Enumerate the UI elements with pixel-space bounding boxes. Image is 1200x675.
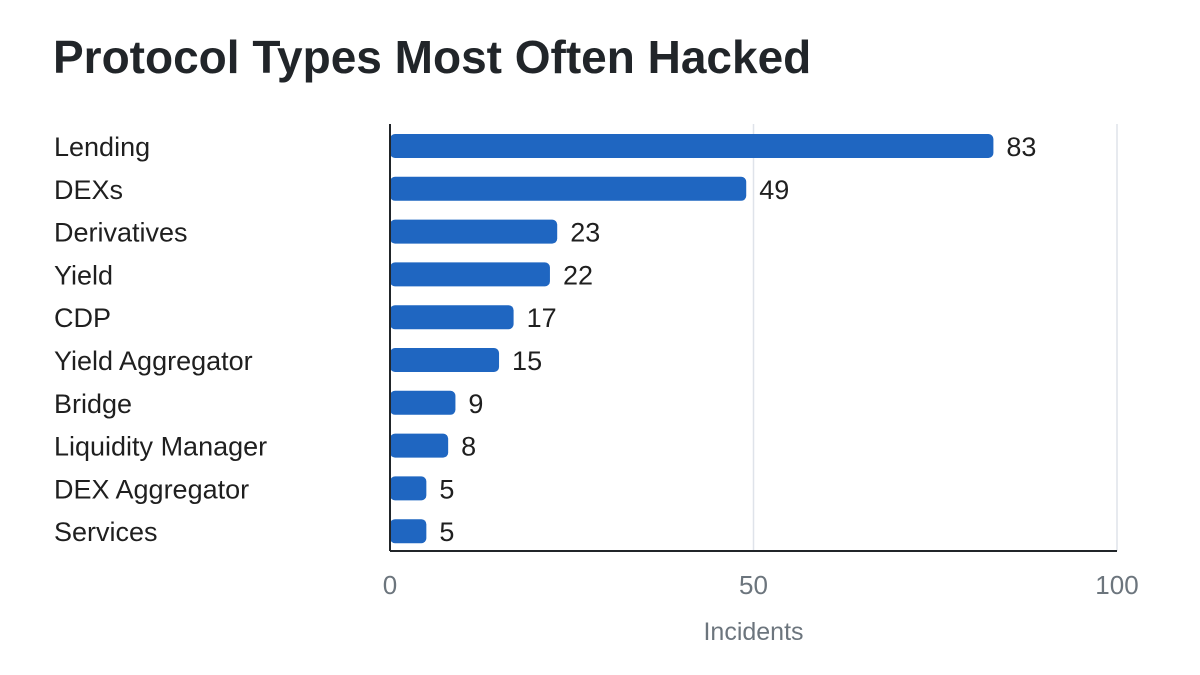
value-label: 49: [759, 175, 789, 205]
bar: [390, 433, 449, 458]
category-label: Bridge: [54, 389, 132, 419]
value-label: 9: [468, 389, 483, 419]
value-label: 5: [439, 474, 454, 504]
category-label: Derivatives: [54, 218, 188, 248]
bar: [390, 519, 427, 544]
bar: [390, 134, 994, 158]
category-label: CDP: [54, 303, 111, 333]
x-axis-title: Incidents: [703, 618, 803, 646]
value-label: 17: [527, 303, 557, 333]
chart-title: Protocol Types Most Often Hacked: [53, 31, 812, 83]
value-label: 22: [563, 260, 593, 290]
bar: [390, 390, 456, 415]
bars: [390, 134, 994, 544]
gridlines: [752, 124, 1118, 551]
bar: [390, 219, 558, 244]
bar: [390, 176, 747, 201]
bar: [390, 476, 427, 501]
category-label: Yield: [54, 260, 113, 290]
category-label: Yield Aggregator: [54, 346, 253, 376]
value-label: 5: [439, 517, 454, 547]
value-label: 83: [1006, 132, 1036, 162]
x-tick-label: 100: [1095, 570, 1138, 600]
x-tick-label: 0: [383, 570, 397, 600]
category-label: Liquidity Manager: [54, 432, 267, 462]
value-label: 15: [512, 346, 542, 376]
x-tick-label: 50: [739, 570, 768, 600]
bar: [390, 348, 500, 372]
bar: [390, 305, 514, 330]
bar: [390, 262, 550, 287]
category-label: DEXs: [54, 175, 123, 205]
value-label: 23: [570, 218, 600, 248]
labels: 0 50 100 Lending 83 DEXs 49 Derivatives 23 Yield 2…: [54, 132, 1139, 600]
category-label: Lending: [54, 132, 150, 162]
category-label: Services: [54, 517, 158, 547]
category-label: DEX Aggregator: [54, 474, 249, 504]
value-label: 8: [461, 432, 476, 462]
